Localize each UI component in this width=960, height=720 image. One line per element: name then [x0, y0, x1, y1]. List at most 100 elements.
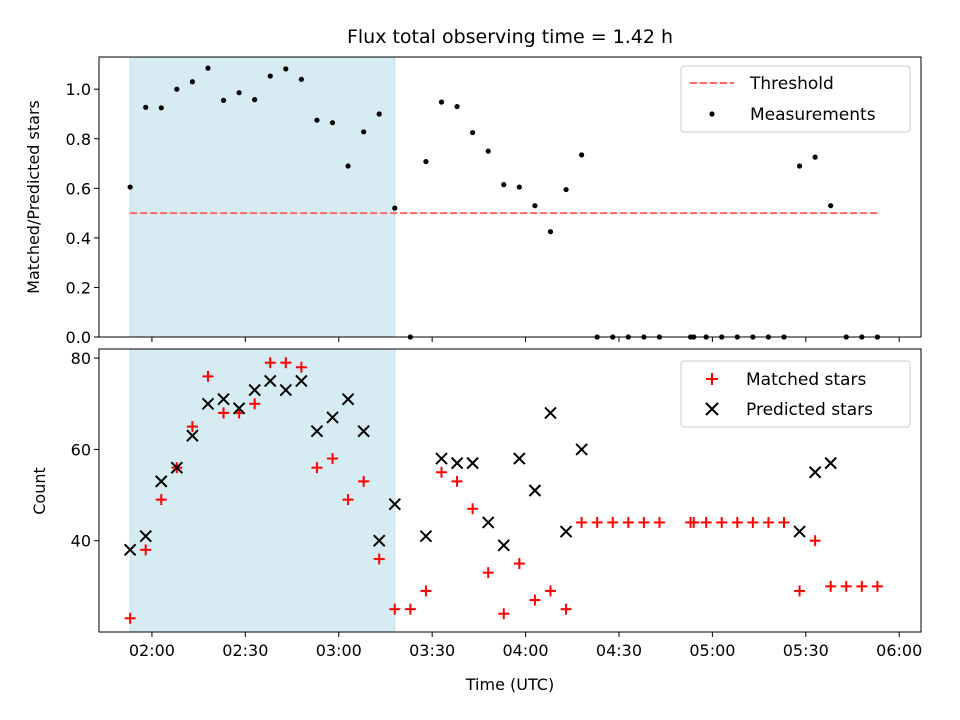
predicted-star-point: [544, 406, 557, 420]
legend-matched-swatch: [706, 373, 718, 385]
legend-matched-label: Matched stars: [746, 370, 866, 390]
predicted-star-point: [466, 456, 479, 470]
predicted-star-point: [559, 525, 573, 538]
matched-star-point: [622, 516, 634, 528]
matched-star-point: [576, 516, 588, 528]
legend-measurements-swatch: [709, 111, 715, 117]
bottom-y-tick-label: 80: [71, 349, 91, 368]
predicted-star-point: [326, 411, 339, 424]
predicted-star-point: [824, 456, 837, 470]
predicted-star-point: [264, 374, 277, 388]
matched-star-point: [280, 357, 292, 369]
matched-star-point: [794, 585, 806, 597]
legend-predicted-label: Predicted stars: [746, 400, 873, 420]
measurement-point: [189, 79, 196, 85]
predicted-star-point: [186, 429, 199, 442]
legend-predicted-swatch: [705, 402, 719, 416]
predicted-star-point: [295, 374, 308, 388]
matched-star-point: [358, 475, 370, 487]
matched-star-point: [186, 421, 198, 433]
top-y-tick-label: 0.2: [66, 278, 91, 297]
top-shaded-span: [129, 56, 396, 338]
matched-star-point: [688, 516, 700, 528]
matched-star-point: [871, 580, 883, 592]
matched-star-point: [747, 516, 759, 528]
measurement-point: [158, 105, 164, 111]
predicted-star-point: [373, 534, 386, 547]
bottom-y-tick-label: 60: [71, 440, 91, 459]
bottom-panel-frame: [98, 348, 922, 633]
predicted-star-point: [528, 484, 542, 497]
top-panel: 0.0 0.2 0.4 0.6 0.8 1.0 Flux total observing …: [24, 26, 922, 347]
bottom-x-tick-label: 06:00: [876, 641, 922, 660]
predicted-star-point: [341, 393, 355, 406]
matched-star-point: [482, 567, 494, 579]
top-shaded-span-layer: [129, 56, 396, 338]
matched-star-point: [436, 466, 447, 478]
predicted-star-point: [575, 443, 588, 456]
bottom-legend-box: [680, 360, 911, 428]
matched-star-point: [591, 516, 603, 528]
bottom-x-tick-label: 04:30: [596, 641, 642, 660]
matched-star-point: [638, 516, 650, 528]
predicted-star-point: [139, 529, 152, 543]
matched-star-point: [762, 516, 774, 528]
measurement-point: [205, 65, 211, 71]
measurement-point: [579, 152, 585, 158]
top-y-axis-label: Matched/Predicted stars: [24, 100, 43, 294]
measurement-point: [563, 186, 569, 193]
matched-star-point: [373, 553, 385, 565]
measurement-point: [252, 97, 258, 103]
matched-star-point: [529, 594, 541, 606]
measurement-point: [547, 229, 554, 235]
bottom-x-tick-label: 03:30: [409, 641, 455, 660]
top-legend: Threshold Measurements: [680, 65, 911, 133]
predicted-star-point: [217, 393, 230, 406]
predicted-star-point: [513, 452, 526, 465]
bottom-shaded-span: [129, 348, 396, 633]
bottom-x-tick-label: 05:30: [783, 641, 829, 660]
matched-star-point: [202, 370, 214, 382]
matched-star-point: [825, 580, 837, 592]
matched-star-point: [155, 494, 167, 506]
predicted-star-point: [123, 543, 137, 557]
bottom-legend: Matched stars Predicted stars: [680, 360, 911, 428]
matched-star-point: [451, 475, 463, 487]
predicted-star-point: [155, 475, 168, 488]
matched-star-point: [342, 494, 354, 506]
predicted-star-point: [481, 516, 495, 529]
predicted-star-point: [808, 466, 822, 479]
measurement-point: [485, 148, 491, 154]
measurement-point: [376, 111, 382, 117]
measurement-point: [236, 90, 242, 96]
matched-star-point: [218, 407, 230, 419]
matched-star-point: [498, 608, 510, 620]
bottom-panel: 40 60 80 02:00 02:30 03:00 03:30 04:00 04:30 05:…: [30, 348, 922, 694]
top-title: Flux total observing time = 1.42 h: [347, 26, 673, 48]
matched-star-point: [778, 516, 790, 528]
measurement-point: [532, 203, 538, 209]
predicted-star-point: [388, 497, 402, 511]
predicted-star-point: [248, 383, 261, 397]
measurement-point: [796, 163, 803, 169]
predicted-star-point: [201, 397, 215, 410]
measurement-point: [267, 73, 273, 79]
matched-star-point: [716, 516, 728, 528]
measurement-point: [470, 129, 476, 136]
bottom-y-axis-label: Count: [30, 467, 49, 515]
matched-star-point: [249, 398, 261, 410]
top-y-tick-label: 0.4: [66, 229, 91, 248]
predicted-star-point: [435, 452, 448, 465]
matched-star-point: [140, 544, 152, 556]
predicted-star-point: [310, 424, 324, 438]
bottom-x-tick-label: 03:00: [316, 641, 362, 660]
top-y-tick-label: 0.6: [66, 179, 91, 198]
top-y-tick-label: 0.8: [66, 130, 91, 149]
measurement-point: [516, 184, 522, 190]
measurement-point: [314, 117, 320, 123]
predicted-star-point: [497, 539, 510, 552]
predicted-star-point: [793, 525, 806, 538]
top-y-tick-label: 1.0: [66, 80, 91, 99]
bottom-y-ticks: 40 60 80: [71, 349, 99, 551]
